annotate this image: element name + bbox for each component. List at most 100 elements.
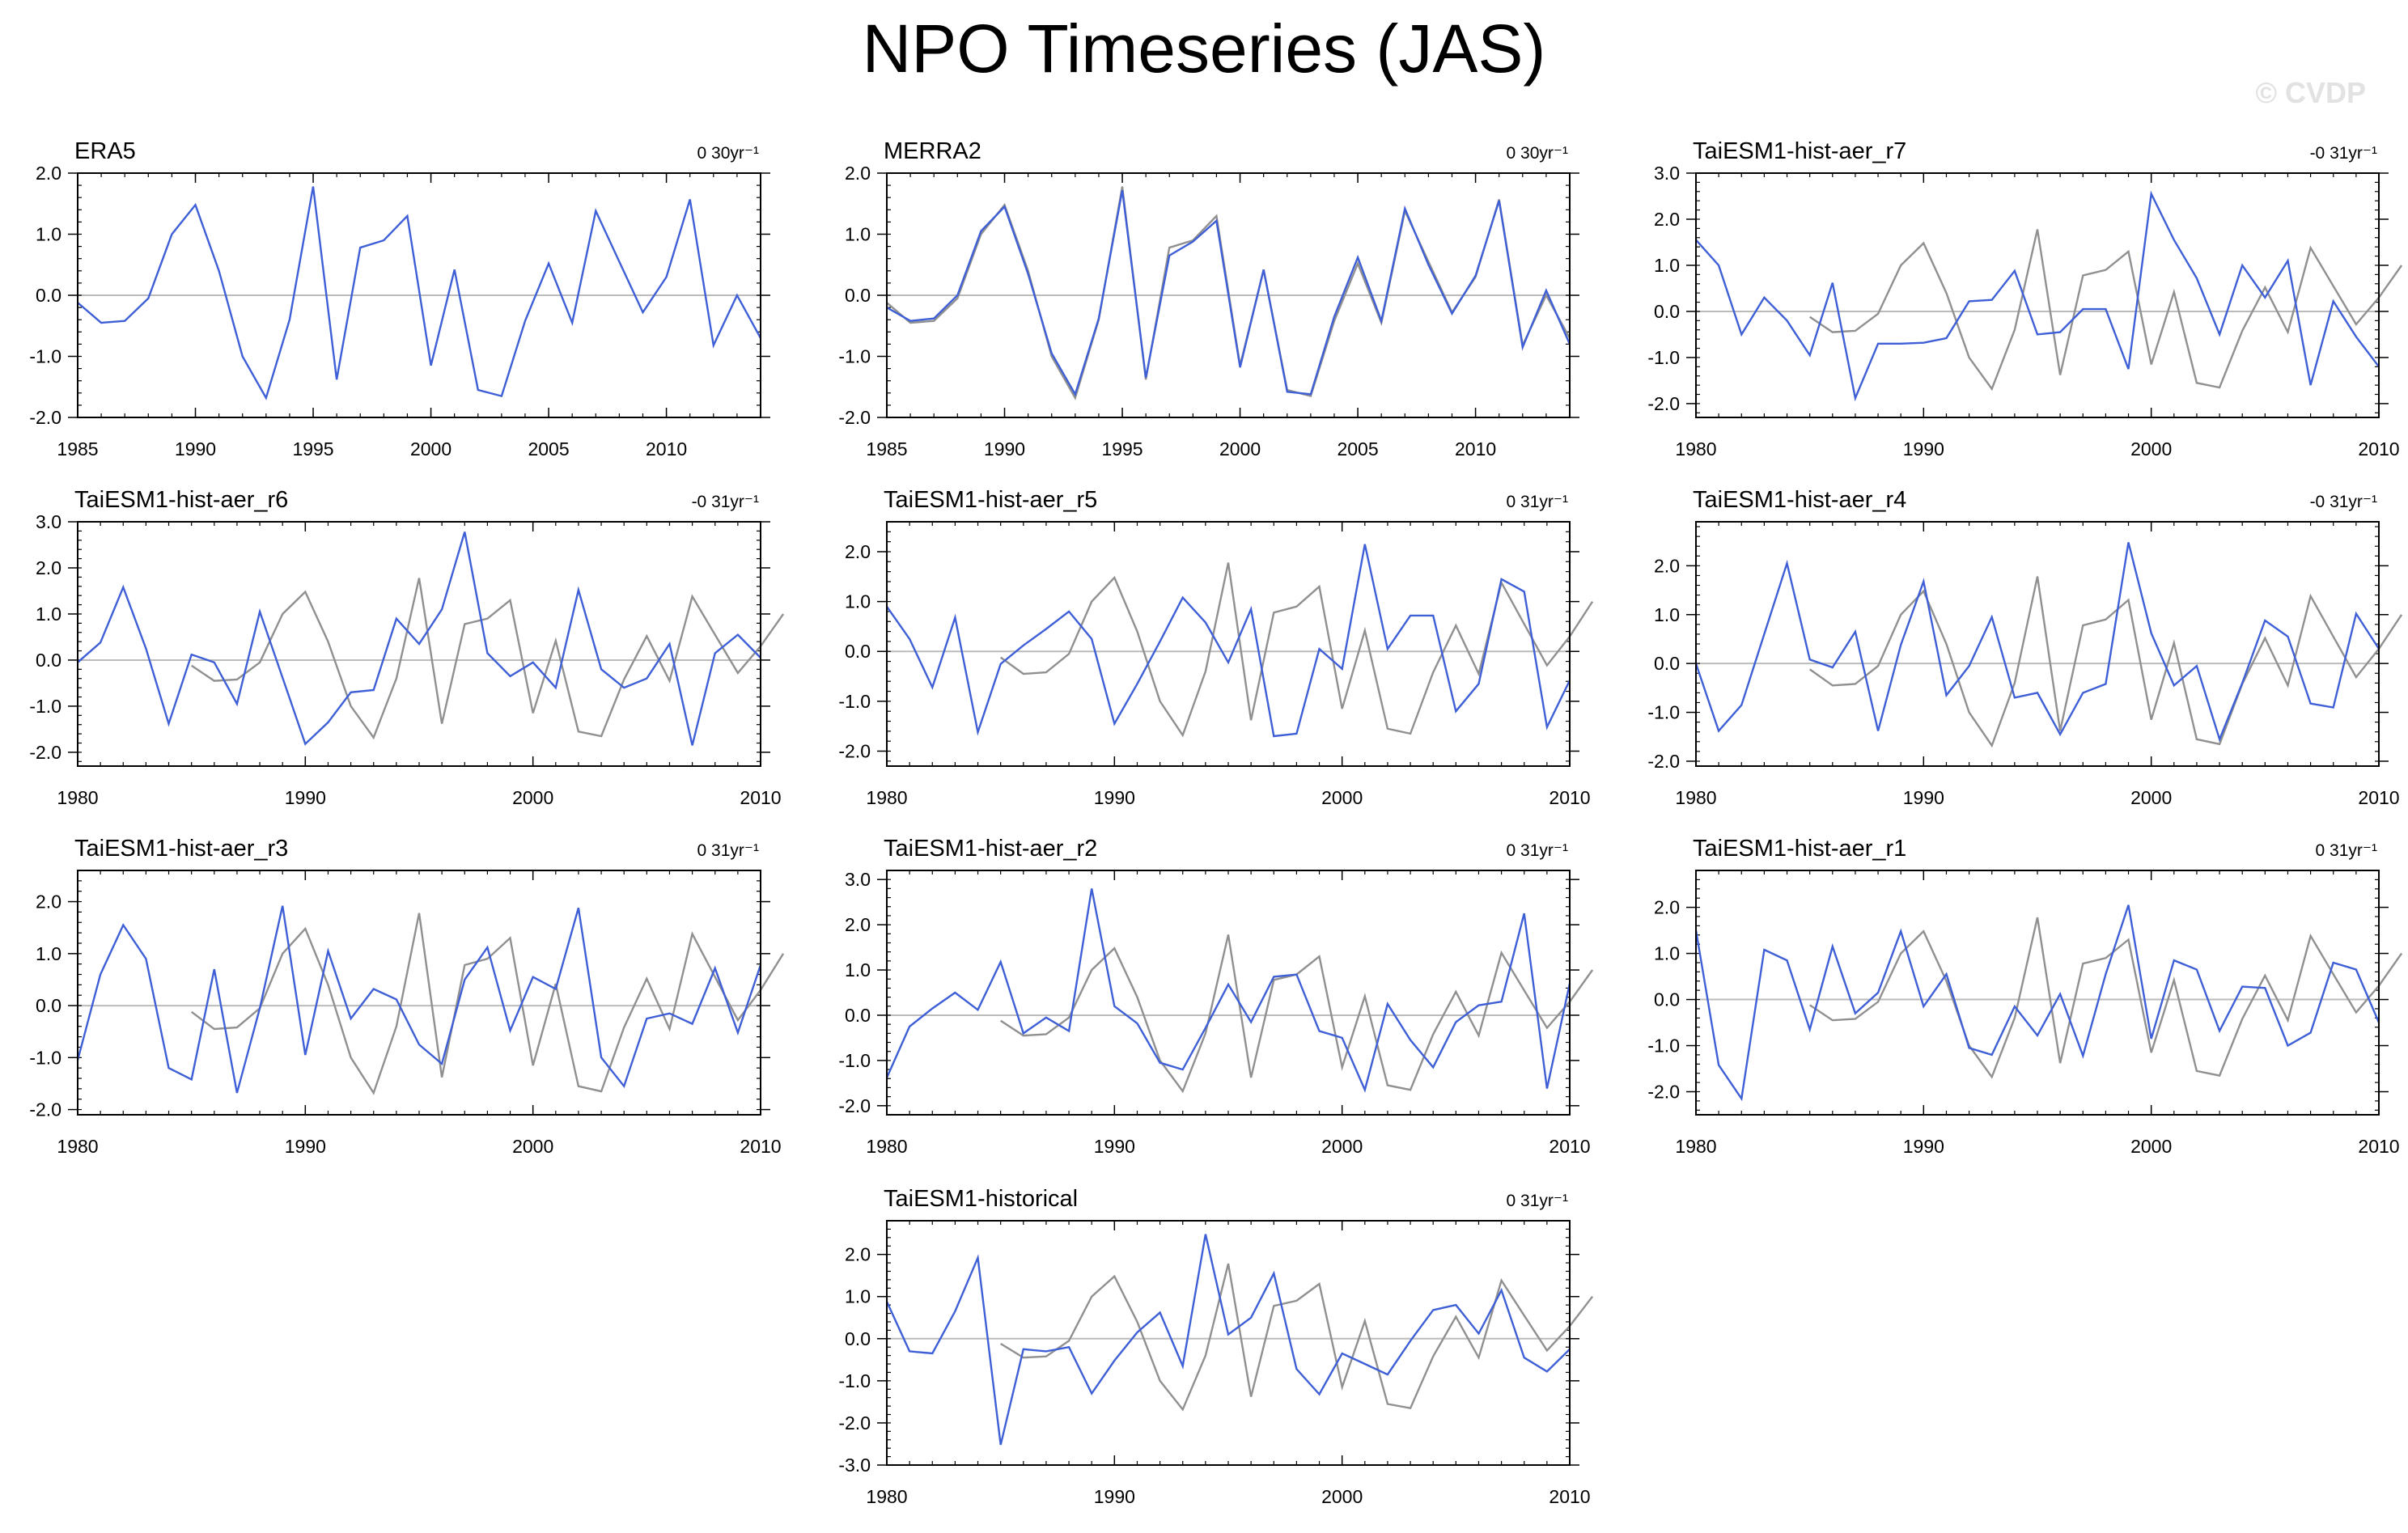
panel-taiesm1-hist-aer-r7: TaiESM1-hist-aer_r7 -0 31yr⁻¹ 1980 1990 2000… <box>1647 138 2403 459</box>
panel-taiesm1-hist-aer-r3: TaiESM1-hist-aer_r3 0 31yr⁻¹ 1980 1990 2000 2… <box>29 836 785 1157</box>
x-tick-label: 2000 <box>512 787 553 808</box>
panel-taiesm1-historical: TaiESM1-historical 0 31yr⁻¹ 1980 1990 2000 20… <box>838 1186 1594 1507</box>
panel-era5: ERA5 0 30yr⁻¹ 1985 1990 1995 2000 2005 2010 -2.0… <box>29 138 770 459</box>
panel-title: TaiESM1-hist-aer_r7 <box>1693 138 1906 164</box>
y-tick-label: 1.0 <box>845 1286 871 1307</box>
y-tick-label: -2.0 <box>29 407 61 428</box>
page-title: NPO Timeseries (JAS) <box>862 11 1546 87</box>
model-series-line <box>1695 190 2380 402</box>
model-series-line <box>886 544 1571 738</box>
y-tick-label: 2.0 <box>845 1244 871 1265</box>
y-tick-label: 2.0 <box>36 163 61 184</box>
y-tick-label: 2.0 <box>1654 209 1680 230</box>
y-tick-label: 1.0 <box>1654 943 1680 964</box>
panel-title: TaiESM1-historical <box>884 1186 1078 1212</box>
cvdp-watermark: © CVDP <box>2255 76 2366 109</box>
model-series-line <box>1694 904 2380 1102</box>
trend-label: -0 31yr⁻¹ <box>2310 144 2377 163</box>
x-tick-label: 1980 <box>866 1486 907 1507</box>
trend-label: 0 31yr⁻¹ <box>697 841 759 860</box>
y-tick-label: -1.0 <box>1647 702 1680 723</box>
x-tick-label: 2010 <box>1455 438 1496 459</box>
y-tick-label: 0.0 <box>845 1328 871 1349</box>
trend-label: 0 31yr⁻¹ <box>1507 493 1568 511</box>
x-tick-label: 1980 <box>1675 438 1716 459</box>
y-tick-label: 2.0 <box>845 163 871 184</box>
panel-title: TaiESM1-hist-aer_r4 <box>1693 487 1906 513</box>
panel-title: TaiESM1-hist-aer_r3 <box>74 836 288 862</box>
x-tick-label: 1980 <box>57 787 98 808</box>
model-series-line <box>77 531 761 746</box>
panel-taiesm1-hist-aer-r5: TaiESM1-hist-aer_r5 0 31yr⁻¹ 1980 1990 2000 2… <box>838 487 1594 808</box>
x-tick-label: 1980 <box>57 1136 98 1157</box>
x-tick-label: 1980 <box>1675 1136 1716 1157</box>
trend-label: -0 31yr⁻¹ <box>2310 493 2377 511</box>
x-tick-label: 2010 <box>740 787 781 808</box>
x-tick-label: 1980 <box>866 787 907 808</box>
y-tick-label: 3.0 <box>845 869 871 890</box>
y-tick-label: 1.0 <box>1654 255 1680 276</box>
y-tick-label: 0.0 <box>36 995 61 1016</box>
y-tick-label: 0.0 <box>1654 989 1680 1010</box>
model-series-line <box>76 905 762 1094</box>
plot-frame <box>77 521 761 767</box>
panel-title: MERRA2 <box>884 138 981 164</box>
panel-taiesm1-hist-aer-r6: TaiESM1-hist-aer_r6 -0 31yr⁻¹ 1980 1990 2000… <box>29 487 785 808</box>
x-tick-label: 2000 <box>2130 787 2172 808</box>
trend-label: 0 31yr⁻¹ <box>2316 841 2377 860</box>
y-tick-label: -2.0 <box>838 741 871 762</box>
y-tick-label: 1.0 <box>36 603 61 625</box>
y-tick-label: 1.0 <box>1654 604 1680 625</box>
trend-label: 0 30yr⁻¹ <box>1507 144 1568 163</box>
y-tick-label: 0.0 <box>845 285 871 306</box>
y-tick-label: -1.0 <box>29 696 61 717</box>
observed-series-line <box>1000 934 1594 1094</box>
plot-frame <box>1695 870 2380 1116</box>
y-tick-label: -2.0 <box>838 1095 871 1116</box>
x-tick-label: 2010 <box>646 438 687 459</box>
model-series-line <box>77 186 762 400</box>
y-tick-label: -1.0 <box>29 1047 61 1068</box>
x-tick-label: 1980 <box>1675 787 1716 808</box>
y-tick-label: -3.0 <box>838 1455 871 1476</box>
observed-series-line <box>191 578 785 740</box>
y-tick-label: 1.0 <box>845 224 871 245</box>
y-tick-label: 1.0 <box>845 591 871 612</box>
x-tick-label: 2010 <box>2358 1136 2399 1157</box>
x-tick-label: 1990 <box>1094 1486 1135 1507</box>
y-tick-label: 0.0 <box>1654 301 1680 322</box>
y-tick-label: 2.0 <box>36 557 61 578</box>
panel-title: TaiESM1-hist-aer_r6 <box>74 487 288 513</box>
model-series-line <box>1694 542 2380 743</box>
plot-frame <box>1695 521 2380 767</box>
x-tick-label: 2000 <box>512 1136 553 1157</box>
x-tick-label: 2010 <box>2358 787 2399 808</box>
x-tick-label: 2000 <box>1321 787 1363 808</box>
x-tick-label: 2000 <box>1321 1486 1363 1507</box>
panel-title: TaiESM1-hist-aer_r1 <box>1693 836 1906 862</box>
x-tick-label: 1990 <box>1903 1136 1944 1157</box>
x-tick-label: 2010 <box>2358 438 2399 459</box>
y-tick-label: -2.0 <box>29 742 61 763</box>
x-tick-label: 1995 <box>1101 438 1143 459</box>
panel-title: ERA5 <box>74 138 136 164</box>
trend-label: -0 31yr⁻¹ <box>692 493 759 511</box>
panel-merra2: MERRA2 0 30yr⁻¹ 1985 1990 1995 2000 2005 2010 -2… <box>838 138 1579 459</box>
x-tick-label: 2000 <box>1219 438 1261 459</box>
x-tick-label: 2000 <box>2130 1136 2172 1157</box>
x-tick-label: 2005 <box>1337 438 1378 459</box>
observed-series-line <box>1809 576 2403 748</box>
observed-series-line <box>999 562 1594 738</box>
panel-taiesm1-hist-aer-r2: TaiESM1-hist-aer_r2 0 31yr⁻¹ 1980 1990 2000 2… <box>838 836 1594 1157</box>
model-series-line <box>885 888 1571 1093</box>
y-tick-label: 2.0 <box>1654 897 1680 918</box>
x-tick-label: 2010 <box>740 1136 781 1157</box>
y-tick-label: 3.0 <box>36 511 61 532</box>
trend-label: 0 31yr⁻¹ <box>1507 841 1568 860</box>
y-tick-label: 3.0 <box>1654 163 1680 184</box>
plot-frame <box>1695 172 2380 418</box>
x-tick-label: 1990 <box>285 1136 326 1157</box>
plot-frame <box>77 870 761 1116</box>
y-tick-label: -2.0 <box>1647 393 1680 414</box>
